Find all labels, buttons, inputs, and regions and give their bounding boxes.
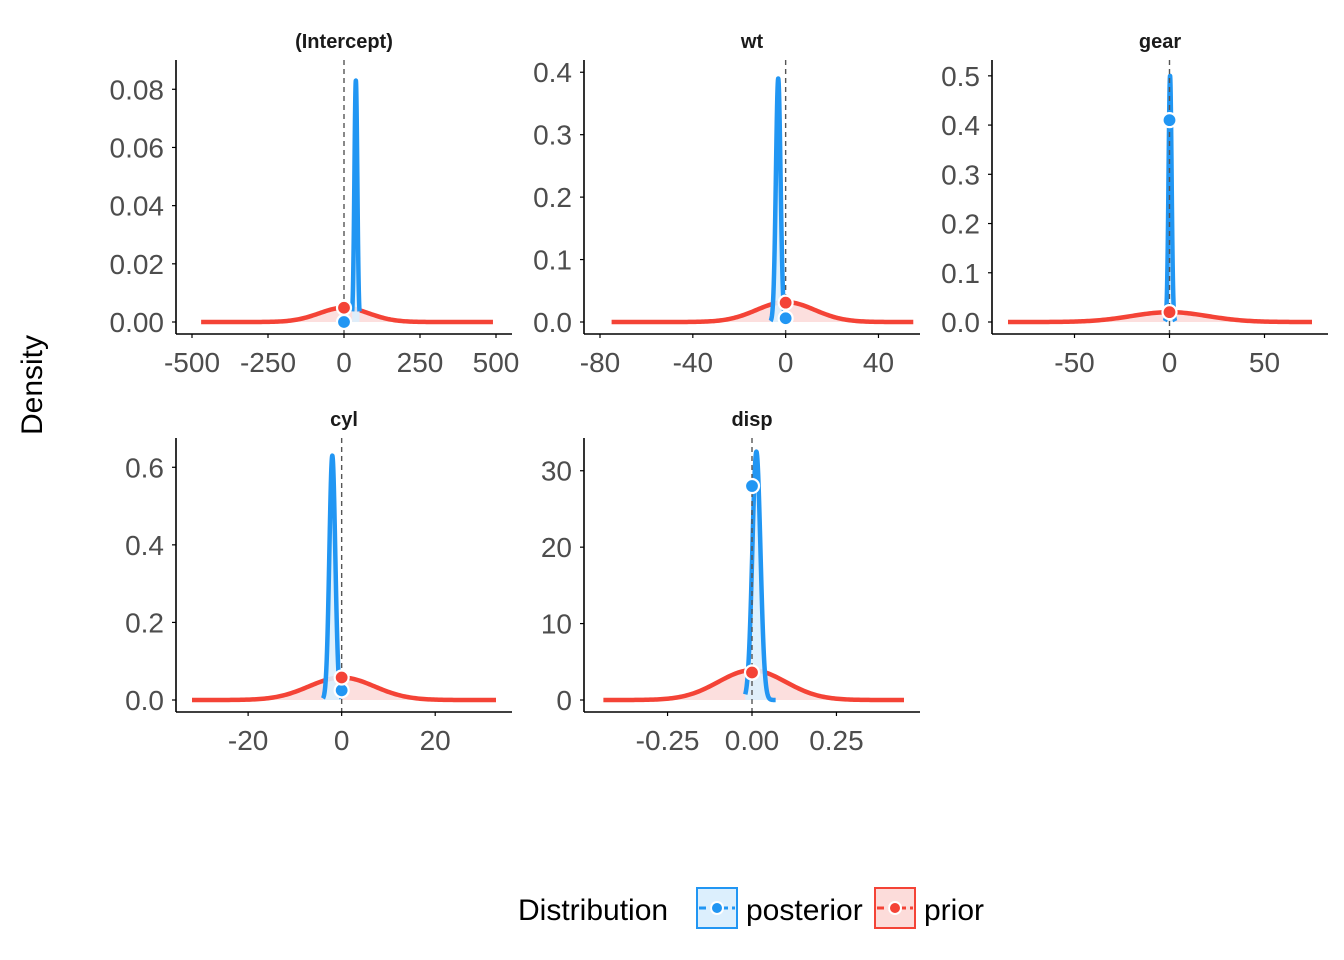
posterior-density-line [743, 449, 778, 703]
y-tick-label: 0.06 [110, 132, 165, 163]
posterior-density-line [349, 78, 362, 313]
panel-title: (Intercept) [295, 31, 393, 53]
x-tick-label: 0.25 [809, 725, 864, 756]
legend-key-prior-dot [888, 901, 902, 915]
x-tick-label: 20 [420, 725, 451, 756]
legend-title: Distribution [518, 894, 668, 927]
panel-wt: wt 0.0 0.1 0.2 0.3 0.4 -80 -40 0 40 [533, 31, 920, 378]
panel-disp: disp 0 10 20 30 -0.25 0.00 0.25 [541, 409, 920, 756]
panel-gear: gear 0.0 0.1 0.2 0.3 0.4 0.5 -50 0 50 [941, 31, 1328, 378]
legend: Distribution posterior prior [518, 887, 984, 929]
posterior-point [743, 477, 761, 495]
x-tick-label: 500 [473, 347, 520, 378]
y-tick-label: 0.2 [941, 209, 980, 240]
legend-key-prior[interactable] [874, 887, 916, 929]
y-tick-label: 0.1 [941, 258, 980, 289]
panel-intercept: (Intercept) 0.00 0.02 0.04 0.06 0.08 -500 -250 0… [110, 31, 520, 378]
y-tick-label: 0.00 [110, 307, 165, 338]
y-tick-label: 0.0 [941, 307, 980, 338]
y-tick-label: 0 [556, 685, 572, 716]
legend-key-prior-box [874, 887, 916, 929]
x-tick-label: -250 [240, 347, 296, 378]
y-tick-label: 0.08 [110, 74, 165, 105]
panel-title: gear [1139, 31, 1181, 53]
posterior-point [335, 313, 353, 331]
prior-point [743, 664, 761, 681]
legend-label-prior: prior [924, 894, 984, 927]
x-tick-label: -50 [1054, 347, 1094, 378]
y-tick-label: 30 [541, 456, 572, 487]
panel-title: disp [731, 409, 772, 431]
y-tick-label: 0.6 [125, 452, 164, 483]
x-tick-label: -20 [228, 725, 268, 756]
x-tick-label: 0.00 [725, 725, 780, 756]
y-tick-label: 0.1 [533, 245, 572, 276]
x-tick-label: -80 [580, 347, 620, 378]
facet-panels: (Intercept)0.000.020.040.060.08-500 -250 0… [110, 31, 1328, 756]
prior-density-line [611, 299, 914, 325]
posterior-point [777, 310, 794, 327]
x-tick-label: 0 [334, 725, 350, 756]
panel-cyl: cyl 0.0 0.2 0.4 0.6 -20 0 20 [125, 409, 512, 756]
prior-point [1161, 304, 1178, 321]
prior-point [777, 294, 794, 311]
y-tick-label: 0.4 [125, 530, 164, 561]
prior-density-area [1008, 312, 1312, 322]
x-tick-label: -0.25 [636, 725, 700, 756]
y-tick-label: 0.0 [533, 307, 572, 338]
legend-key-posterior[interactable] [696, 887, 738, 929]
y-tick-label: 20 [541, 532, 572, 563]
x-tick-label: 250 [397, 347, 444, 378]
prior-point [333, 669, 350, 686]
prior-density-line [1007, 309, 1313, 325]
prior-point [335, 299, 353, 316]
x-tick-label: 40 [863, 347, 894, 378]
y-tick-label: 10 [541, 609, 572, 640]
y-tick-label: 0.2 [533, 182, 572, 213]
x-tick-label: 0 [778, 347, 794, 378]
y-tick-label: 0.4 [941, 110, 980, 141]
x-tick-label: 50 [1249, 347, 1280, 378]
y-tick-label: 0.4 [533, 57, 572, 88]
y-tick-label: 0.5 [941, 61, 980, 92]
x-tick-label: 0 [1162, 347, 1178, 378]
y-tick-label: 0.04 [110, 191, 165, 222]
y-tick-label: 0.0 [125, 685, 164, 716]
y-axis-title: Density [16, 335, 49, 435]
posterior-density-line [768, 76, 787, 324]
posterior-point [1161, 112, 1178, 129]
y-tick-label: 0.3 [941, 159, 980, 190]
panel-title: wt [740, 31, 764, 53]
x-tick-label: -40 [673, 347, 713, 378]
posterior-density-line [1162, 73, 1178, 324]
x-tick-label: -500 [164, 347, 220, 378]
x-tick-label: 0 [336, 347, 352, 378]
y-tick-label: 0.2 [125, 607, 164, 638]
legend-key-posterior-dot [710, 901, 724, 915]
y-tick-label: 0.02 [110, 249, 165, 280]
legend-label-posterior: posterior [746, 894, 863, 927]
prior-density-area [611, 302, 914, 322]
y-tick-label: 0.3 [533, 120, 572, 151]
panel-title: cyl [330, 409, 358, 431]
